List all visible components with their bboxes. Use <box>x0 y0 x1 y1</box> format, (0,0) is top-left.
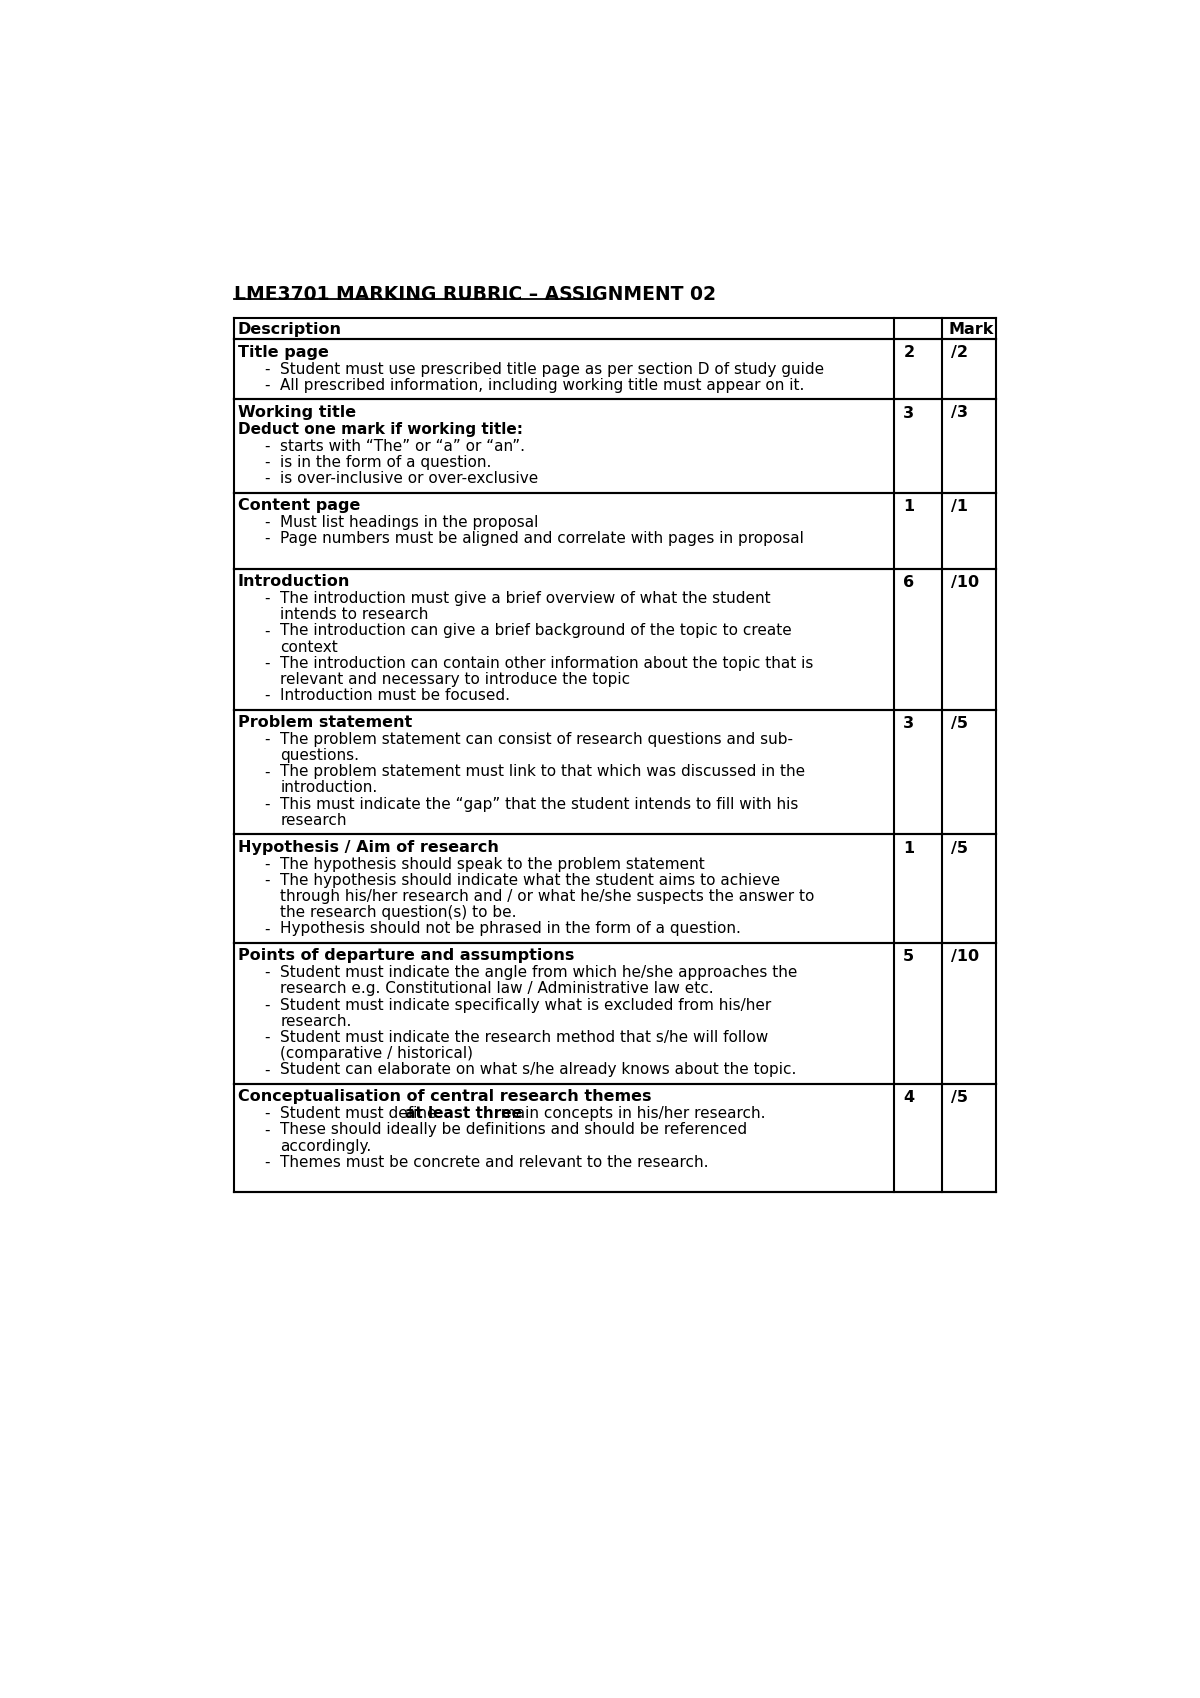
Text: The hypothesis should speak to the problem statement: The hypothesis should speak to the probl… <box>281 857 704 871</box>
Text: starts with “The” or “a” or “an”.: starts with “The” or “a” or “an”. <box>281 438 526 453</box>
Text: -: - <box>265 732 270 747</box>
Text: Hypothesis should not be phrased in the form of a question.: Hypothesis should not be phrased in the … <box>281 922 742 936</box>
Text: -: - <box>265 377 270 392</box>
Text: research.: research. <box>281 1014 352 1029</box>
Text: questions.: questions. <box>281 749 359 762</box>
Text: Hypothesis / Aim of research: Hypothesis / Aim of research <box>238 841 498 854</box>
Text: -: - <box>265 1105 270 1121</box>
Text: Description: Description <box>238 321 342 336</box>
Text: -: - <box>265 438 270 453</box>
Text: -: - <box>265 922 270 936</box>
Text: Must list headings in the proposal: Must list headings in the proposal <box>281 514 539 530</box>
Text: Student must define: Student must define <box>281 1105 442 1121</box>
Text: LME3701 MARKING RUBRIC – ASSIGNMENT 02: LME3701 MARKING RUBRIC – ASSIGNMENT 02 <box>234 285 715 304</box>
Text: 4: 4 <box>904 1090 914 1105</box>
Text: -: - <box>265 688 270 703</box>
Text: Themes must be concrete and relevant to the research.: Themes must be concrete and relevant to … <box>281 1155 709 1170</box>
Text: -: - <box>265 623 270 638</box>
Text: at least three: at least three <box>406 1105 522 1121</box>
Text: -: - <box>265 796 270 812</box>
Text: 5: 5 <box>904 949 914 964</box>
Text: through his/her research and / or what he/she suspects the answer to: through his/her research and / or what h… <box>281 890 815 903</box>
Text: Introduction: Introduction <box>238 574 350 589</box>
Text: 1: 1 <box>904 499 914 514</box>
Text: Problem statement: Problem statement <box>238 715 412 730</box>
Text: Conceptualisation of central research themes: Conceptualisation of central research th… <box>238 1088 652 1104</box>
Text: 3: 3 <box>904 717 914 730</box>
Text: The introduction must give a brief overview of what the student: The introduction must give a brief overv… <box>281 591 770 606</box>
Text: research e.g. Constitutional law / Administrative law etc.: research e.g. Constitutional law / Admin… <box>281 981 714 997</box>
Text: -: - <box>265 1063 270 1077</box>
Text: Content page: Content page <box>238 498 360 513</box>
Text: the research question(s) to be.: the research question(s) to be. <box>281 905 517 920</box>
Text: intends to research: intends to research <box>281 608 428 621</box>
Text: The introduction can contain other information about the topic that is: The introduction can contain other infor… <box>281 655 814 671</box>
Text: -: - <box>265 514 270 530</box>
Text: This must indicate the “gap” that the student intends to fill with his: This must indicate the “gap” that the st… <box>281 796 798 812</box>
Text: Deduct one mark if working title:: Deduct one mark if working title: <box>238 421 522 436</box>
Text: /5: /5 <box>952 717 968 730</box>
Text: -: - <box>265 764 270 779</box>
Text: These should ideally be definitions and should be referenced: These should ideally be definitions and … <box>281 1122 748 1138</box>
Text: research: research <box>281 813 347 829</box>
Text: /5: /5 <box>952 1090 968 1105</box>
Text: Title page: Title page <box>238 345 329 360</box>
Text: Student must indicate the research method that s/he will follow: Student must indicate the research metho… <box>281 1031 768 1044</box>
Text: -: - <box>265 531 270 547</box>
Text: main concepts in his/her research.: main concepts in his/her research. <box>496 1105 766 1121</box>
Text: -: - <box>265 998 270 1012</box>
Text: Student must use prescribed title page as per section D of study guide: Student must use prescribed title page a… <box>281 362 824 377</box>
Text: introduction.: introduction. <box>281 781 378 795</box>
Text: -: - <box>265 1031 270 1044</box>
Text: -: - <box>265 655 270 671</box>
Text: The introduction can give a brief background of the topic to create: The introduction can give a brief backgr… <box>281 623 792 638</box>
Text: -: - <box>265 964 270 980</box>
Text: Working title: Working title <box>238 404 355 419</box>
Text: /1: /1 <box>952 499 968 514</box>
Text: (comparative / historical): (comparative / historical) <box>281 1046 473 1061</box>
Text: -: - <box>265 470 270 486</box>
Text: -: - <box>265 1155 270 1170</box>
Text: -: - <box>265 873 270 888</box>
Text: /10: /10 <box>952 949 979 964</box>
Text: All prescribed information, including working title must appear on it.: All prescribed information, including wo… <box>281 377 804 392</box>
Text: context: context <box>281 640 338 655</box>
Text: Page numbers must be aligned and correlate with pages in proposal: Page numbers must be aligned and correla… <box>281 531 804 547</box>
Text: -: - <box>265 1122 270 1138</box>
Text: /10: /10 <box>952 576 979 589</box>
Text: Points of departure and assumptions: Points of departure and assumptions <box>238 949 574 963</box>
Text: 2: 2 <box>904 345 914 360</box>
Text: -: - <box>265 362 270 377</box>
Text: Mark: Mark <box>948 321 994 336</box>
Text: -: - <box>265 455 270 470</box>
Text: The problem statement can consist of research questions and sub-: The problem statement can consist of res… <box>281 732 793 747</box>
Text: /2: /2 <box>952 345 968 360</box>
Text: -: - <box>265 591 270 606</box>
Text: The problem statement must link to that which was discussed in the: The problem statement must link to that … <box>281 764 805 779</box>
Text: Student can elaborate on what s/he already knows about the topic.: Student can elaborate on what s/he alrea… <box>281 1063 797 1077</box>
Text: -: - <box>265 857 270 871</box>
Text: /5: /5 <box>952 841 968 856</box>
Text: relevant and necessary to introduce the topic: relevant and necessary to introduce the … <box>281 672 630 688</box>
Text: is over-inclusive or over-exclusive: is over-inclusive or over-exclusive <box>281 470 539 486</box>
Text: Introduction must be focused.: Introduction must be focused. <box>281 688 510 703</box>
Text: 1: 1 <box>904 841 914 856</box>
Text: 6: 6 <box>904 576 914 589</box>
Text: /3: /3 <box>952 406 968 421</box>
Text: The hypothesis should indicate what the student aims to achieve: The hypothesis should indicate what the … <box>281 873 780 888</box>
Text: Student must indicate the angle from which he/she approaches the: Student must indicate the angle from whi… <box>281 964 798 980</box>
Text: 3: 3 <box>904 406 914 421</box>
Text: Student must indicate specifically what is excluded from his/her: Student must indicate specifically what … <box>281 998 772 1012</box>
Text: is in the form of a question.: is in the form of a question. <box>281 455 492 470</box>
Text: accordingly.: accordingly. <box>281 1139 372 1153</box>
